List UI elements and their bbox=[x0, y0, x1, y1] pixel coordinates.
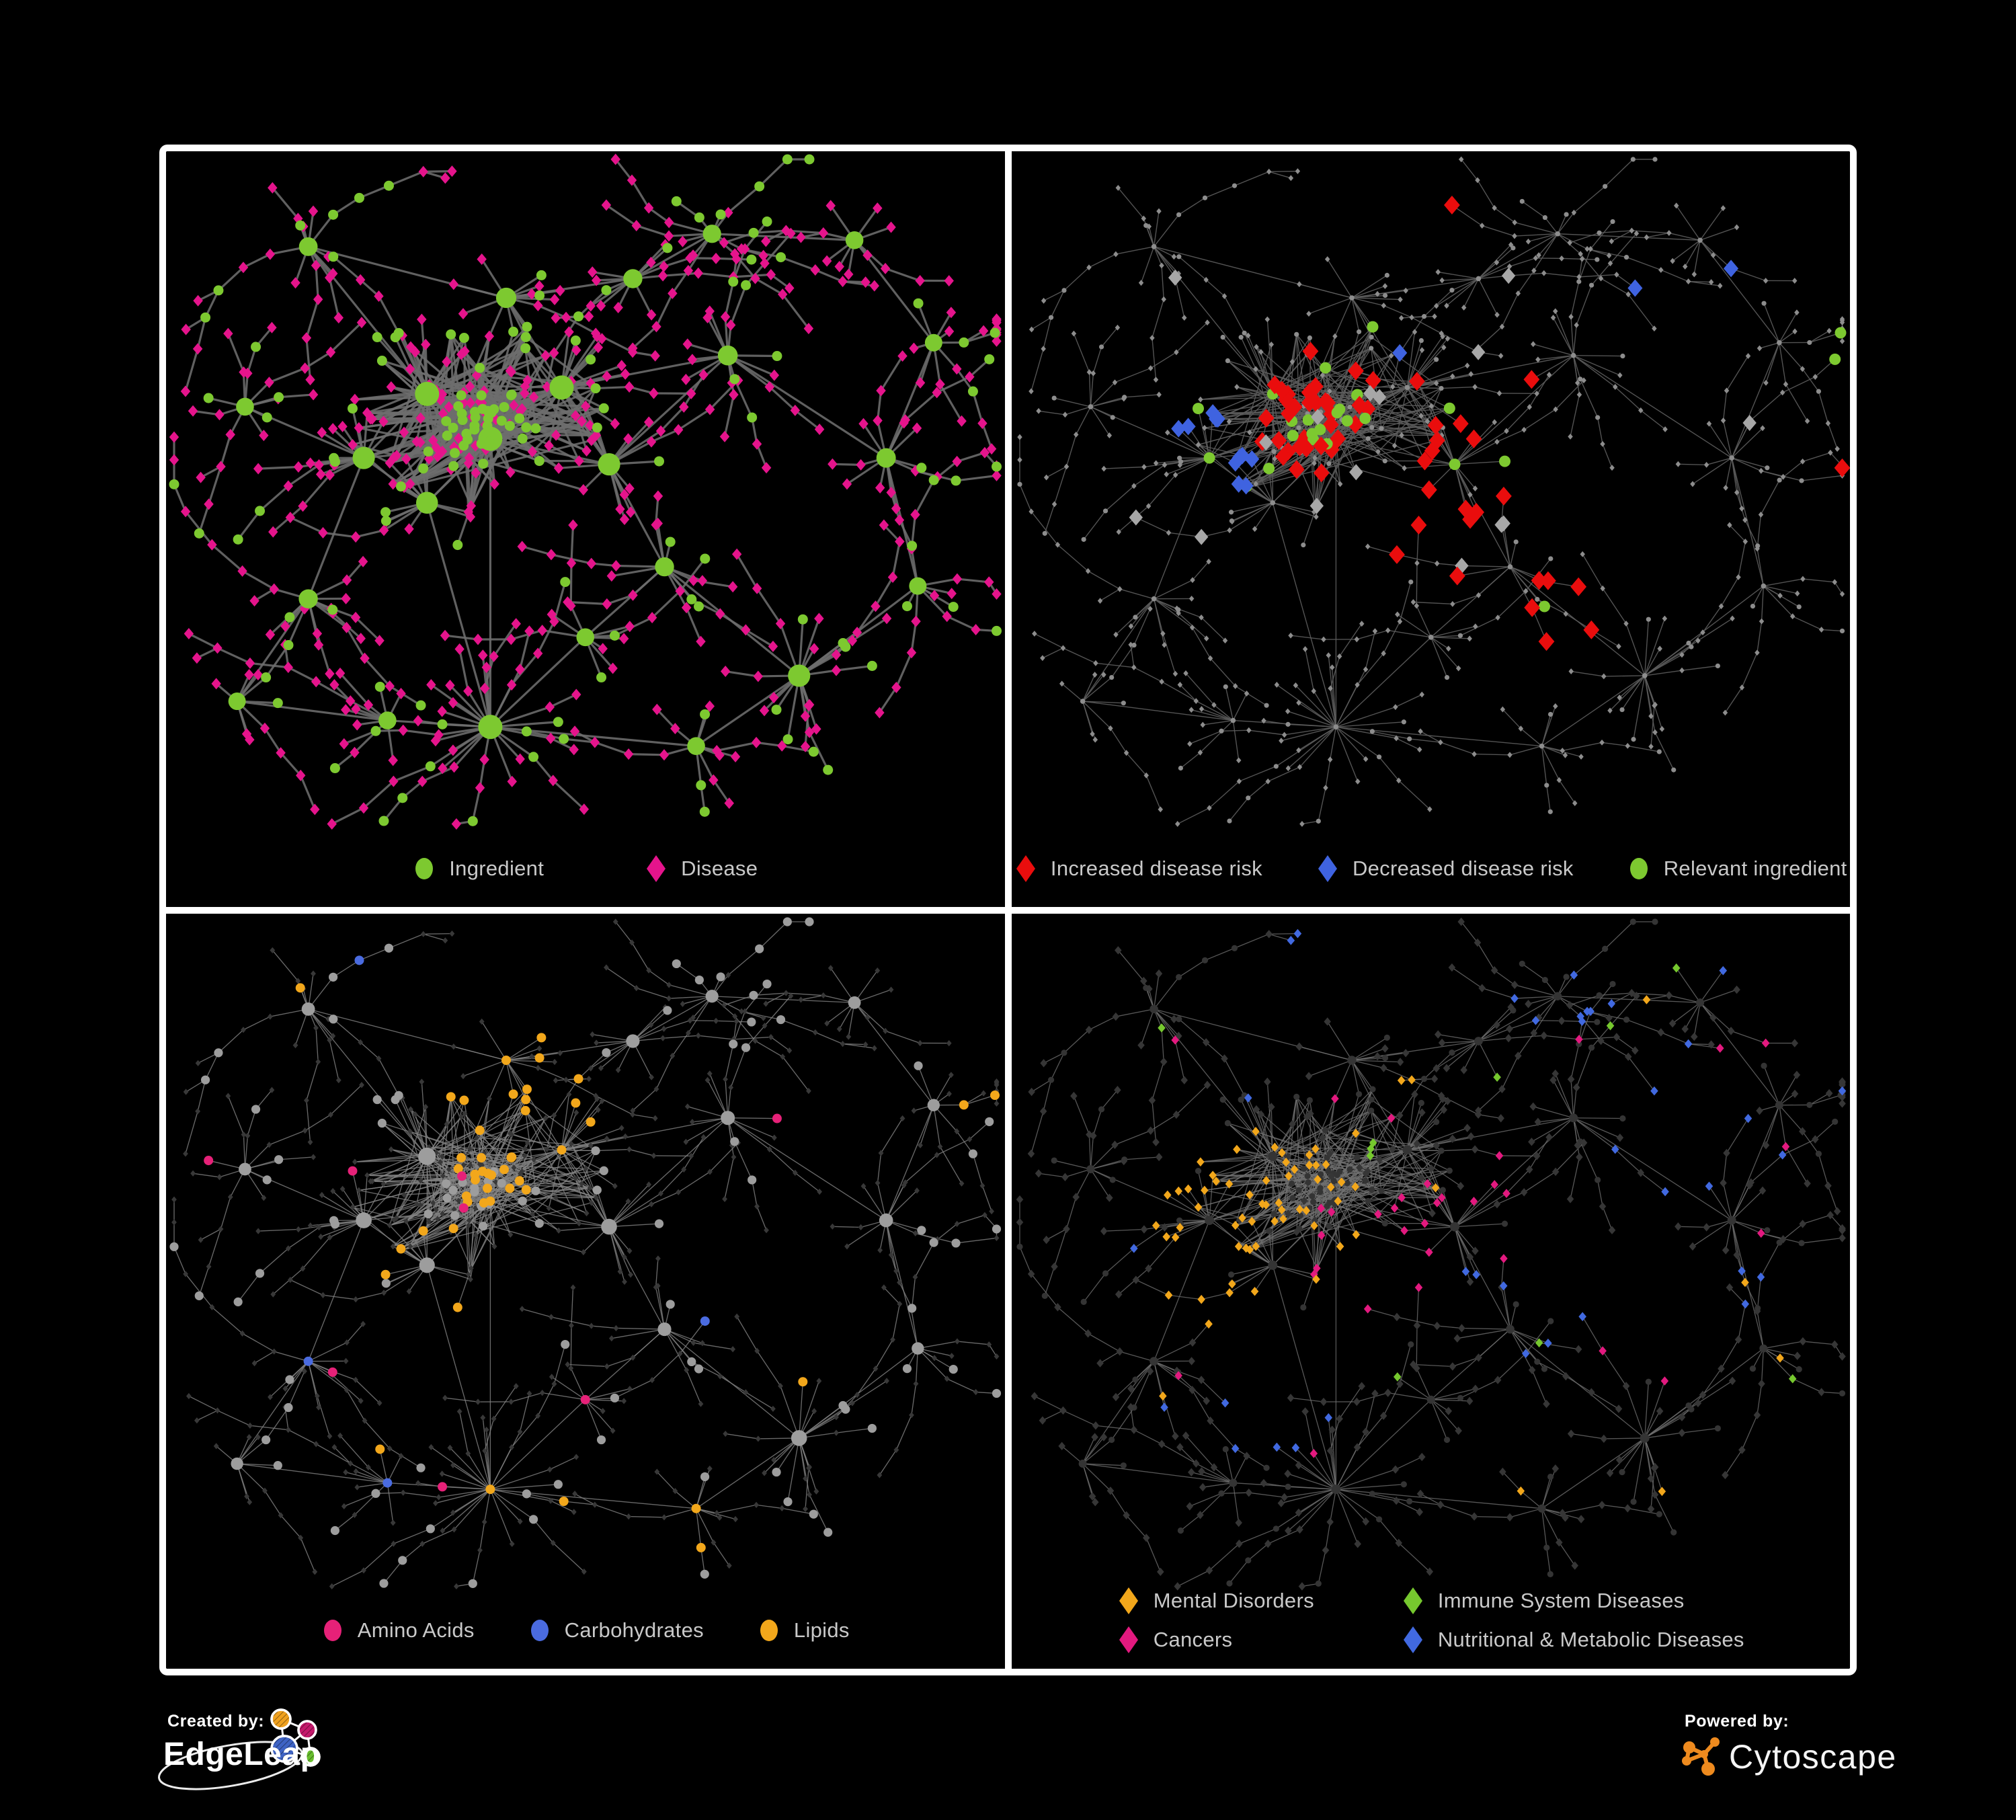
legend-item-disease: Disease bbox=[645, 855, 758, 883]
legend-item-immune-system-diseases: Immune System Diseases bbox=[1402, 1587, 1744, 1615]
legend-item-decreased-disease-risk: Decreased disease risk bbox=[1316, 855, 1574, 883]
panel-ingredient-classes: Amino Acids Carbohydrates Lipids bbox=[166, 913, 1005, 1669]
cytoscape-wordmark: Cytoscape bbox=[1729, 1738, 1897, 1776]
cytoscape-logo-icon bbox=[1682, 1737, 1720, 1776]
legend-diamond-marker-icon bbox=[1119, 1626, 1138, 1653]
legend-circle-marker-icon bbox=[323, 1620, 341, 1641]
cytoscape-branding: Powered by: Cytoscape bbox=[1678, 1706, 1933, 1817]
legend-label: Amino Acids bbox=[357, 1618, 475, 1642]
network-graph-disease-classes bbox=[1016, 917, 1846, 1591]
legend-circle-marker-icon bbox=[1629, 857, 1648, 879]
legend-diamond-marker-icon bbox=[1016, 855, 1035, 882]
legend-item-lipids: Lipids bbox=[758, 1616, 850, 1645]
legend-circle-marker-icon bbox=[530, 1620, 549, 1641]
legend-label: Increased disease risk bbox=[1050, 856, 1262, 880]
edgeleap-branding: Created by: EdgeLeap bbox=[151, 1706, 400, 1817]
legend-diamond-marker-icon bbox=[1403, 1587, 1422, 1614]
legend-item-amino-acids: Amino Acids bbox=[321, 1616, 475, 1645]
figure-grid: Ingredient Disease Increased disease risk… bbox=[159, 145, 1857, 1675]
legend-label: Ingredient bbox=[449, 856, 545, 880]
panel-disease-classes: Mental Disorders Immune System Diseases Ca… bbox=[1011, 913, 1851, 1669]
legend-circle-marker-icon bbox=[415, 857, 434, 879]
legend-diamond-marker-icon bbox=[1318, 855, 1337, 882]
edgeleap-wordmark: EdgeLeap bbox=[163, 1737, 321, 1772]
legend-label: Decreased disease risk bbox=[1352, 856, 1574, 880]
legend-item-increased-disease-risk: Increased disease risk bbox=[1014, 855, 1262, 883]
legend-label: Carbohydrates bbox=[564, 1618, 704, 1642]
legend-circle-marker-icon bbox=[760, 1620, 778, 1641]
legend-item-carbohydrates: Carbohydrates bbox=[528, 1616, 704, 1645]
legend-label: Cancers bbox=[1153, 1628, 1233, 1651]
legend-disease-risk: Increased disease risk Decreased disease … bbox=[1012, 855, 1851, 883]
legend-label: Disease bbox=[681, 856, 758, 880]
powered-by-label: Powered by: bbox=[1685, 1712, 1789, 1731]
legend-item-ingredient: Ingredient bbox=[413, 855, 544, 883]
legend-diamond-marker-icon bbox=[647, 855, 666, 882]
panel-disease-risk: Increased disease risk Decreased disease … bbox=[1011, 151, 1851, 907]
legend-label: Relevant ingredient bbox=[1663, 856, 1847, 880]
legend-item-relevant-ingredient: Relevant ingredient bbox=[1627, 855, 1847, 883]
legend-label: Immune System Diseases bbox=[1437, 1589, 1685, 1612]
legend-item-cancers: Cancers bbox=[1117, 1626, 1314, 1654]
network-graph-disease-risk bbox=[1016, 156, 1850, 827]
legend-diamond-marker-icon bbox=[1403, 1626, 1422, 1653]
legend-ingredient-disease: Ingredient Disease bbox=[166, 855, 1005, 883]
legend-disease-classes: Mental Disorders Immune System Diseases Ca… bbox=[1012, 1587, 1851, 1654]
legend-ingredient-classes: Amino Acids Carbohydrates Lipids bbox=[166, 1616, 1005, 1645]
network-graph-ingredient-classes bbox=[169, 916, 1002, 1589]
network-graph-ingredient-disease bbox=[169, 153, 1002, 830]
legend-item-nutritional-metabolic-diseases: Nutritional & Metabolic Diseases bbox=[1402, 1626, 1744, 1654]
legend-label: Mental Disorders bbox=[1153, 1589, 1314, 1612]
legend-label: Nutritional & Metabolic Diseases bbox=[1437, 1628, 1744, 1651]
legend-label: Lipids bbox=[793, 1618, 850, 1642]
legend-item-mental-disorders: Mental Disorders bbox=[1117, 1587, 1314, 1615]
edgeleap-logo-icon bbox=[158, 1708, 321, 1790]
created-by-label: Created by: bbox=[167, 1712, 265, 1731]
panel-divider-horizontal bbox=[166, 906, 1850, 914]
legend-diamond-marker-icon bbox=[1119, 1587, 1138, 1614]
panel-ingredient-disease: Ingredient Disease bbox=[166, 151, 1005, 907]
